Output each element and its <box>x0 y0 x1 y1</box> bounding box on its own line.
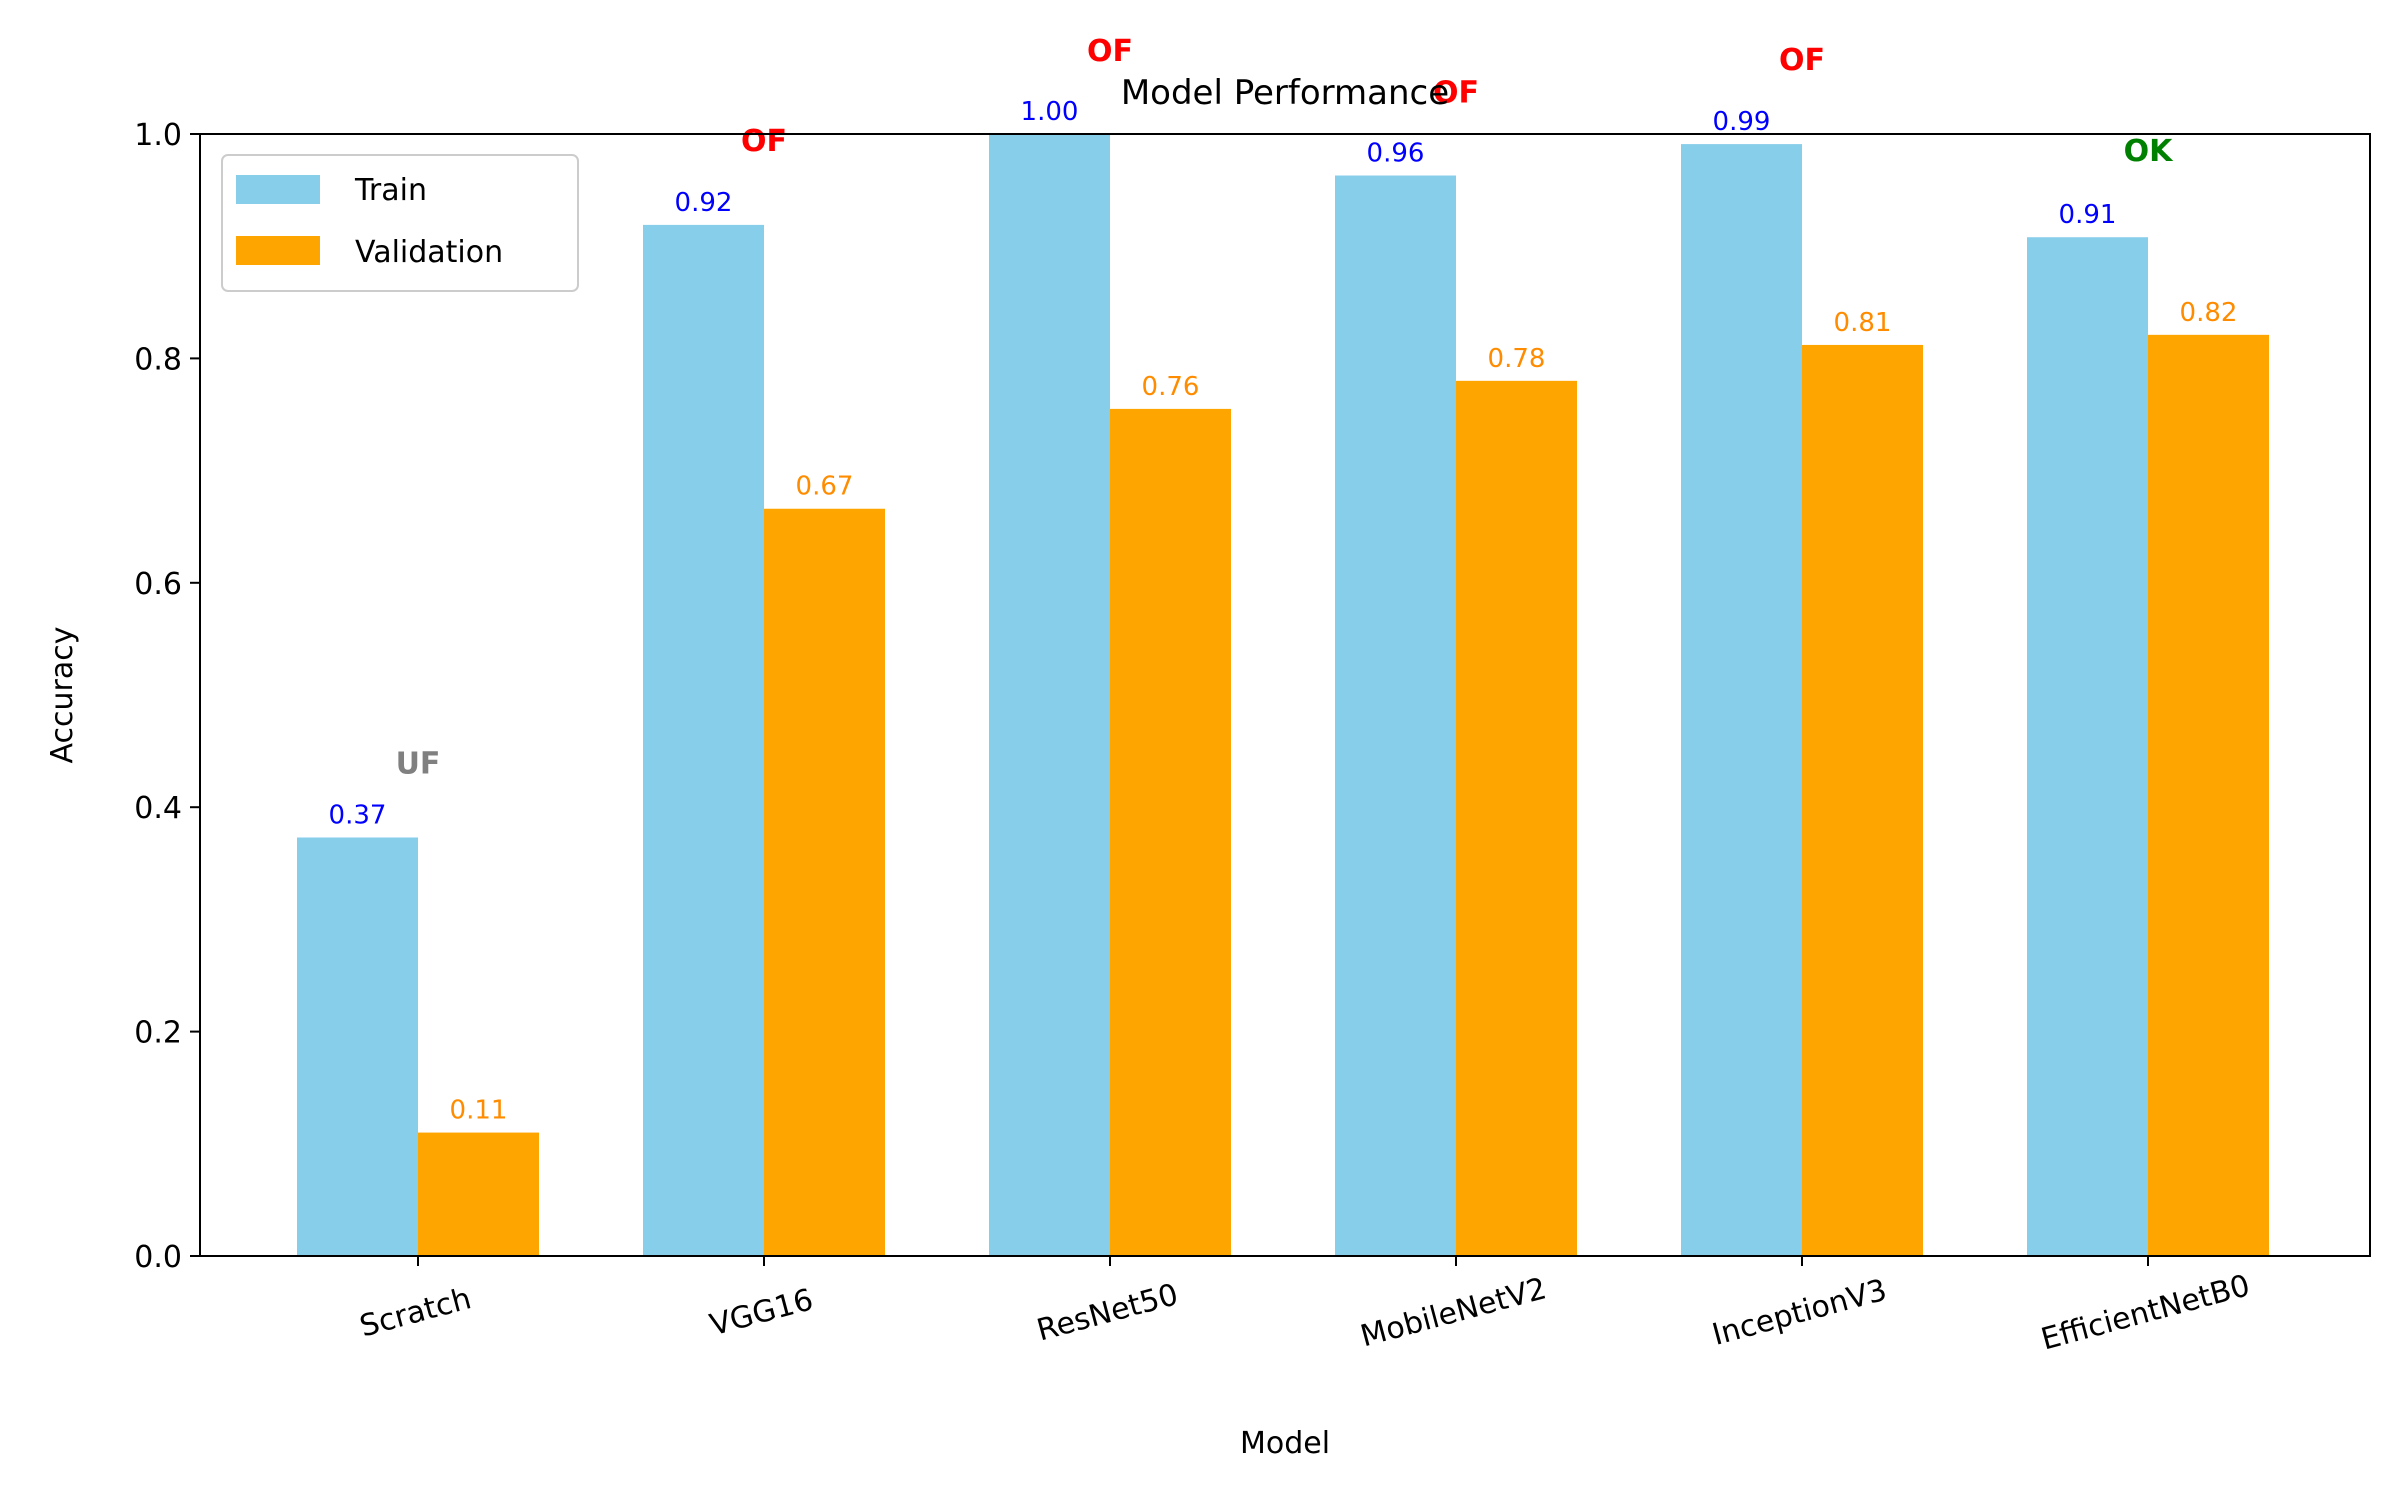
bar-train-scratch <box>297 837 418 1256</box>
status-annotation-vgg16: OF <box>741 124 787 159</box>
status-annotations-layer: UF OF OF OF OF OK <box>396 34 2175 781</box>
value-label-validation-vgg16: 0.67 <box>796 472 854 502</box>
x-tick-label-mobilenetv2: MobileNetV2 <box>1357 1271 1550 1354</box>
bar-validation-efficientnetb0 <box>2148 334 2269 1256</box>
value-label-validation-inceptionv3: 0.81 <box>1834 308 1892 338</box>
bar-train-inceptionv3 <box>1681 144 1802 1256</box>
value-label-validation-efficientnetb0: 0.82 <box>2180 298 2238 328</box>
value-labels-layer: 0.37 0.11 0.92 0.67 1.00 0.76 0.96 0.78 0.99 0.81… <box>329 97 2238 1126</box>
x-tick-label-scratch: Scratch <box>356 1281 475 1344</box>
value-label-train-inceptionv3: 0.99 <box>1713 107 1771 137</box>
y-tick-label: 0.4 <box>134 791 182 826</box>
legend-swatch-train <box>236 175 320 204</box>
x-tick-label-vgg16: VGG16 <box>706 1282 817 1343</box>
legend-label-validation: Validation <box>355 235 503 270</box>
legend-label-train: Train <box>354 173 427 208</box>
legend: Train Validation <box>221 154 579 292</box>
chart-title: Model Performance <box>1121 73 1449 113</box>
x-tick-label-inceptionv3: InceptionV3 <box>1709 1273 1891 1353</box>
value-label-validation-scratch: 0.11 <box>450 1096 508 1126</box>
value-label-train-scratch: 0.37 <box>329 800 387 830</box>
x-tick-label-efficientnetb0: EfficientNetB0 <box>2037 1268 2253 1357</box>
status-annotation-mobilenetv2: OF <box>1433 76 1479 111</box>
y-tick-label: 0.0 <box>134 1240 182 1275</box>
y-tick-label: 0.8 <box>134 342 182 377</box>
value-label-train-efficientnetb0: 0.91 <box>2059 200 2117 230</box>
value-label-train-vgg16: 0.92 <box>675 188 733 218</box>
bar-train-vgg16 <box>643 224 764 1257</box>
status-annotation-efficientnetb0: OK <box>2124 134 2175 169</box>
bar-validation-inceptionv3 <box>1802 344 1923 1256</box>
legend-swatch-validation <box>236 236 320 265</box>
y-tick-label: 1.0 <box>134 118 182 153</box>
status-annotation-inceptionv3: OF <box>1779 43 1825 78</box>
bar-validation-vgg16 <box>764 508 885 1256</box>
value-label-train-resnet50: 1.00 <box>1021 97 1079 127</box>
bar-train-mobilenetv2 <box>1335 175 1456 1256</box>
x-axis-label: Model <box>1240 1426 1330 1461</box>
bar-train-resnet50 <box>989 134 1110 1256</box>
y-axis-label: Accuracy <box>45 627 80 764</box>
x-tick-label-resnet50: ResNet50 <box>1033 1277 1182 1348</box>
status-annotation-scratch: UF <box>396 747 441 782</box>
value-label-validation-resnet50: 0.76 <box>1142 372 1200 402</box>
y-tick-label: 0.6 <box>134 567 182 602</box>
y-tick-label: 0.2 <box>134 1016 182 1051</box>
bars-layer <box>297 134 2269 1257</box>
plot-frame <box>199 133 2371 1257</box>
bar-validation-resnet50 <box>1110 408 1231 1256</box>
value-label-train-mobilenetv2: 0.96 <box>1367 139 1425 169</box>
bar-train-efficientnetb0 <box>2027 237 2148 1256</box>
x-axis: Scratch VGG16 ResNet50 MobileNetV2 Inception… <box>356 1256 2254 1357</box>
bar-validation-scratch <box>418 1132 539 1256</box>
status-annotation-resnet50: OF <box>1087 34 1133 69</box>
bar-validation-mobilenetv2 <box>1456 380 1577 1257</box>
value-label-validation-mobilenetv2: 0.78 <box>1488 344 1546 374</box>
y-axis: 0.0 0.2 0.4 0.6 0.8 1.0 <box>134 118 200 1275</box>
